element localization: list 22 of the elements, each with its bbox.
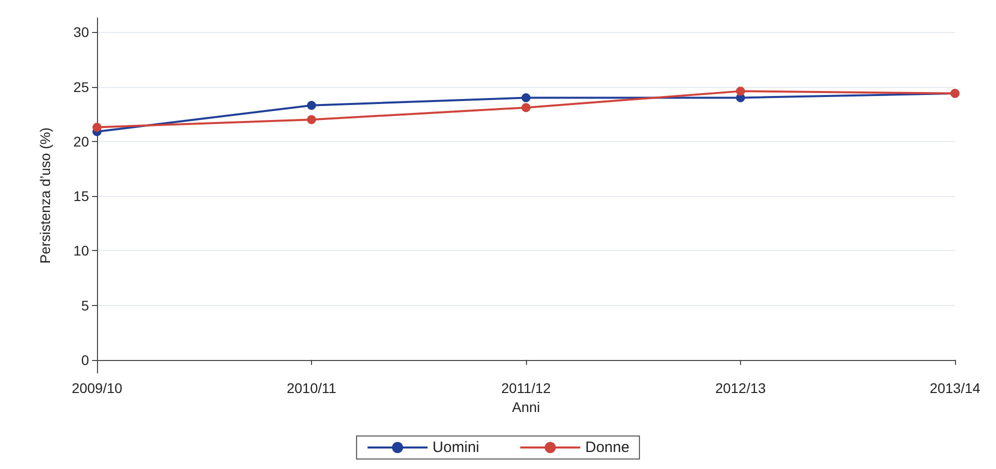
y-tick-label: 25 [73, 78, 90, 95]
y-tick-label: 5 [81, 297, 90, 314]
point [522, 93, 530, 102]
y-tick-label: 15 [73, 188, 90, 204]
y-tick-label: 10 [73, 242, 90, 259]
point [736, 86, 745, 96]
point [92, 122, 102, 132]
y-tick-label: 30 [73, 24, 90, 40]
x-axis-title: Anni [512, 398, 540, 415]
point [307, 115, 316, 124]
legend-label: Donne [585, 439, 630, 456]
x-tick-label: 2009/10 [72, 380, 123, 396]
point [307, 100, 316, 110]
x-tick-label: 2012/13 [715, 380, 766, 396]
legend-label: Uomini [432, 439, 480, 456]
point [522, 103, 530, 112]
y-tick-label: 0 [81, 352, 90, 368]
x-tick-label: 2010/11 [286, 380, 336, 396]
x-tick-label: 2013/14 [930, 380, 981, 396]
y-axis-title: Persistenza d’uso (%) [37, 127, 53, 264]
y-tick-label: 20 [73, 133, 90, 150]
x-tick-label: 2011/12 [501, 380, 551, 396]
